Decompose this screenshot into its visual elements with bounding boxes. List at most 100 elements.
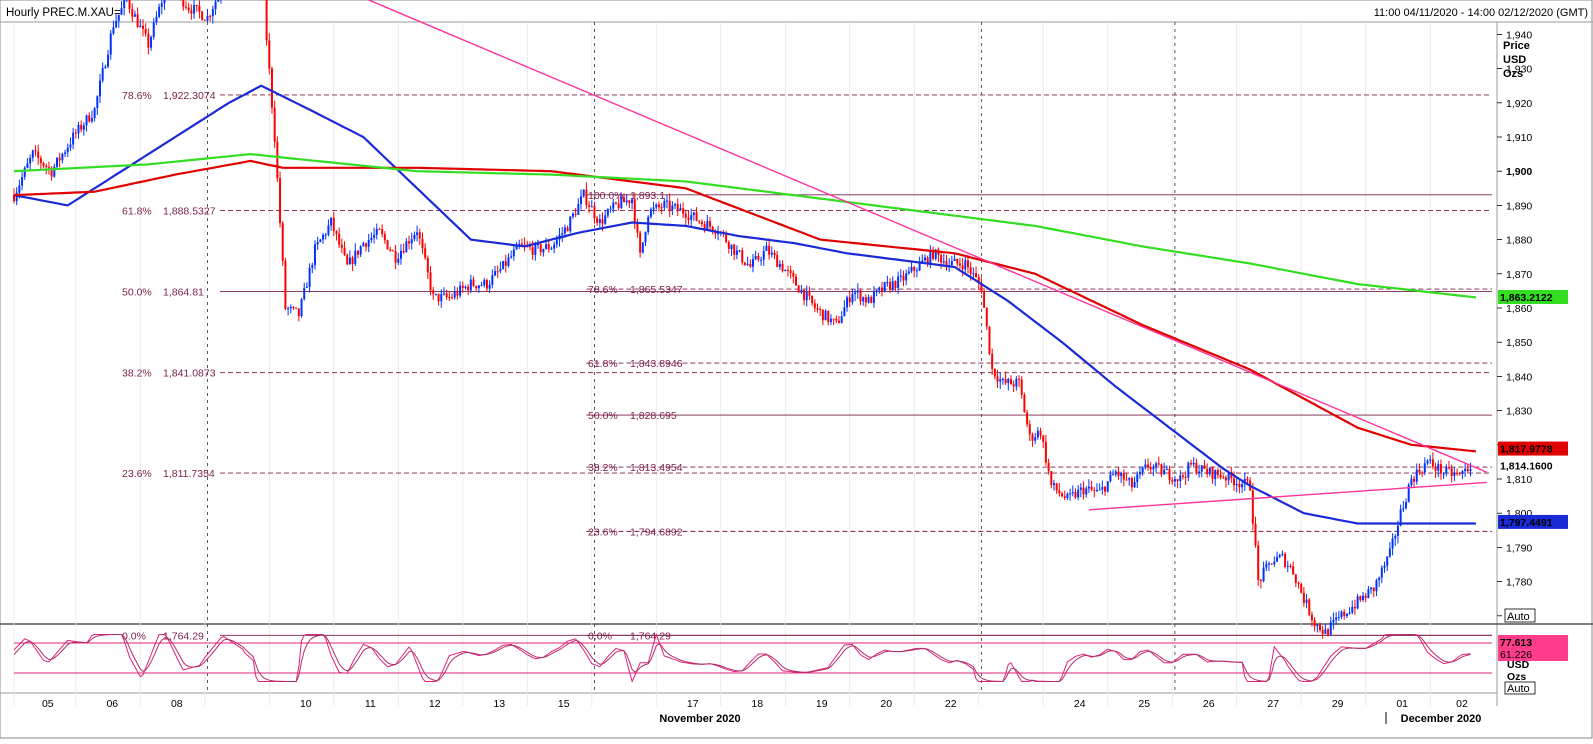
candle-up bbox=[1351, 607, 1353, 613]
candle-down bbox=[1225, 477, 1227, 480]
candle-up bbox=[1007, 379, 1009, 383]
candle-up bbox=[18, 185, 20, 192]
y-tick-label: 1,940 bbox=[1506, 29, 1532, 41]
candle-up bbox=[747, 264, 749, 265]
candle-down bbox=[1222, 477, 1224, 478]
candle-up bbox=[206, 16, 208, 20]
current-price-tag: 1,814.1600 bbox=[1500, 460, 1553, 472]
candle-up bbox=[107, 55, 109, 67]
candle-up bbox=[771, 253, 773, 255]
candle-up bbox=[607, 209, 609, 215]
candle-up bbox=[354, 251, 356, 264]
fib-left-pct: 61.8% bbox=[122, 205, 152, 217]
fib-left-pct: 38.2% bbox=[122, 368, 152, 380]
candle-down bbox=[209, 16, 211, 17]
candle-down bbox=[803, 290, 805, 300]
candle-down bbox=[1298, 583, 1300, 584]
candle-up bbox=[150, 37, 152, 48]
candle-up bbox=[290, 307, 292, 308]
candle-down bbox=[749, 264, 751, 267]
candle-up bbox=[193, 5, 195, 14]
candle-up bbox=[1324, 629, 1326, 633]
candle-up bbox=[1386, 557, 1388, 566]
candle-up bbox=[491, 275, 493, 284]
candle-up bbox=[854, 292, 856, 293]
candle-down bbox=[521, 244, 523, 245]
fib-left-pct: 50.0% bbox=[122, 287, 152, 299]
candle-up bbox=[303, 288, 305, 299]
candle-down bbox=[1421, 473, 1423, 474]
candle-up bbox=[583, 190, 585, 197]
candle-down bbox=[1050, 471, 1052, 485]
candle-down bbox=[137, 14, 139, 27]
candle-up bbox=[663, 201, 665, 207]
candle-down bbox=[432, 290, 434, 294]
candle-up bbox=[349, 258, 351, 265]
candle-down bbox=[1158, 463, 1160, 464]
candle-up bbox=[161, 3, 163, 7]
candle-down bbox=[1058, 490, 1060, 493]
candle-up bbox=[1273, 562, 1275, 565]
candle-down bbox=[1171, 480, 1173, 482]
candle-down bbox=[40, 158, 42, 163]
candle-down bbox=[451, 297, 453, 298]
y-tick-label: 1,920 bbox=[1506, 98, 1532, 110]
x-day-label: 06 bbox=[106, 698, 118, 710]
candle-down bbox=[1010, 379, 1012, 384]
x-day-label: 02 bbox=[1456, 698, 1468, 710]
candle-up bbox=[1276, 557, 1278, 562]
candle-up bbox=[610, 209, 612, 210]
candle-up bbox=[806, 292, 808, 300]
candle-down bbox=[1300, 584, 1302, 593]
candle-up bbox=[212, 9, 214, 16]
candle-up bbox=[1287, 566, 1289, 567]
candle-down bbox=[994, 369, 996, 377]
candle-down bbox=[870, 297, 872, 303]
candle-up bbox=[413, 235, 415, 239]
candle-up bbox=[499, 269, 501, 271]
candle-down bbox=[833, 319, 835, 320]
candle-up bbox=[21, 177, 23, 185]
candle-up bbox=[153, 22, 155, 37]
candle-down bbox=[344, 248, 346, 255]
candle-down bbox=[585, 190, 587, 206]
candle-up bbox=[400, 251, 402, 259]
y-tick-label: 1,910 bbox=[1506, 132, 1532, 144]
candle-up bbox=[612, 202, 614, 208]
candle-up bbox=[666, 201, 668, 202]
candle-down bbox=[593, 206, 595, 218]
candle-down bbox=[1220, 475, 1222, 478]
candle-down bbox=[639, 233, 641, 253]
candle-up bbox=[964, 260, 966, 269]
candle-up bbox=[376, 229, 378, 235]
y-tick-label: 1,780 bbox=[1506, 577, 1532, 589]
candle-down bbox=[80, 125, 82, 130]
candle-up bbox=[1077, 490, 1079, 498]
candle-down bbox=[1177, 479, 1179, 481]
candle-up bbox=[1193, 463, 1195, 465]
candle-down bbox=[1284, 554, 1286, 567]
candle-up bbox=[1357, 596, 1359, 608]
x-day-label: 13 bbox=[493, 698, 505, 710]
candle-up bbox=[1053, 483, 1055, 485]
candle-down bbox=[986, 308, 988, 327]
candle-down bbox=[1343, 612, 1345, 616]
candle-down bbox=[43, 163, 45, 166]
candle-up bbox=[24, 168, 26, 177]
candle-down bbox=[1182, 475, 1184, 476]
candle-down bbox=[894, 281, 896, 288]
candle-down bbox=[790, 271, 792, 273]
fib-right-value: 1,764.29 bbox=[630, 630, 671, 642]
candle-down bbox=[733, 245, 735, 255]
candle-up bbox=[653, 207, 655, 209]
candle-down bbox=[835, 319, 837, 321]
candle-down bbox=[596, 218, 598, 223]
candle-down bbox=[988, 327, 990, 354]
x-day-label: 17 bbox=[687, 698, 699, 710]
candle-up bbox=[1437, 464, 1439, 471]
fib-right-pct: 78.6% bbox=[588, 284, 618, 296]
y-tick-label: 1,900 bbox=[1506, 166, 1532, 178]
candle-up bbox=[373, 235, 375, 238]
